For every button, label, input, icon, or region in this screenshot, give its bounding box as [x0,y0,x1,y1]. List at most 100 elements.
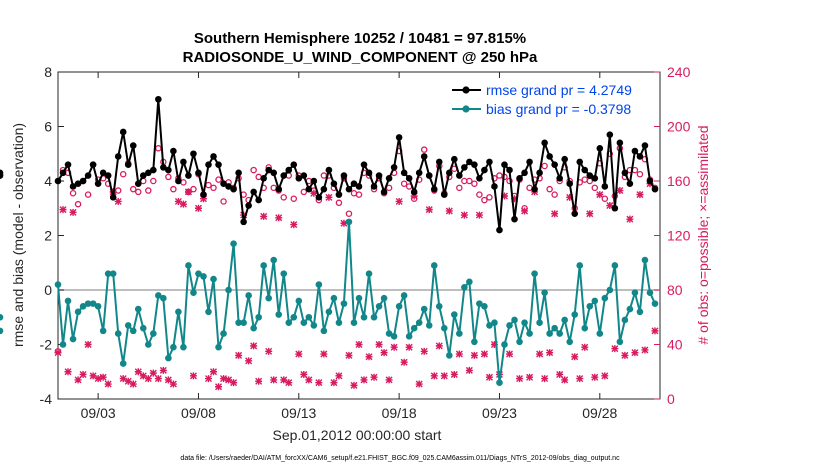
obs-possible-point [601,195,609,202]
obs-assimilated-point [546,349,554,357]
rmse-point [526,158,533,166]
rmse-point [54,177,62,185]
rmse-point [170,147,177,155]
bias-point [461,283,468,291]
rmse-point [160,164,167,171]
obs-possible-point [345,210,353,217]
obs-assimilated-point [521,207,529,215]
bias-point [471,338,478,346]
y-right-tick-label: 240 [667,64,691,80]
y-tick-label: 2 [44,228,52,244]
obs-assimilated-point [395,197,403,205]
obs-assimilated-point [69,208,77,216]
obs-assimilated-point [149,369,157,377]
rmse-point [79,177,87,185]
bias-point [375,303,383,310]
obs-assimilated-point [536,350,544,358]
obs-assimilated-point [199,195,207,203]
rmse-point [365,169,373,177]
legend-bias-label: bias grand pr = -0.3798 [486,101,631,117]
obs-assimilated-point [54,349,62,357]
rmse-point [456,172,463,179]
bias-point [370,313,378,321]
obs-assimilated-point [144,375,152,383]
rmse-point [471,161,478,168]
bias-point [601,294,609,302]
obs-assimilated-point [205,375,212,383]
obs-assimilated-point [380,349,388,357]
obs-assimilated-point [480,350,488,358]
rmse-point [290,161,298,168]
y-right-tick-label: 200 [667,119,691,135]
obs-assimilated-point [425,206,433,214]
obs-possible-point [456,184,463,192]
bias-point [616,338,624,346]
obs-possible-point [84,191,92,198]
bias-point [170,343,177,351]
obs-assimilated-point [400,358,408,366]
bias-point [576,262,584,269]
obs-assimilated-point [64,368,72,376]
obs-assimilated-point [295,350,303,358]
bias-point [145,341,152,348]
bias-point [531,270,538,277]
obs-assimilated-point [551,210,559,218]
rmse-point [225,183,232,190]
rmse-point [94,180,102,188]
obs-possible-point [150,177,157,185]
rmse-point [230,185,237,193]
bias-point [641,256,649,264]
bias-point [410,324,418,332]
rmse-point [536,169,543,177]
y-axis-right: 0 40 80 120 160 200 240 [654,64,691,407]
rmse-point [200,191,207,198]
bias-point [230,240,237,247]
bias-point [54,281,62,288]
bias-point [571,311,579,318]
obs-possible-point [551,191,558,198]
rmse-point [420,153,428,160]
rmse-point [606,131,614,138]
obs-assimilated-point [586,210,594,218]
rmse-point [571,210,579,217]
obs-assimilated-point [485,373,493,381]
rmse-point [210,153,217,160]
obs-assimilated-point [94,375,102,383]
rmse-point [506,166,513,174]
bias-point [456,330,463,337]
obs-assimilated-point [591,373,599,381]
bias-point [415,319,423,327]
bias-point [611,262,619,269]
rmse-point [435,158,443,166]
obs-assimilated-point [104,380,112,388]
bias-point [385,330,393,337]
bias-point [425,322,433,329]
obs-assimilated-point [370,373,378,381]
bias-point [195,270,202,277]
rmse-point [400,169,408,177]
bias-point [395,303,403,310]
bias-point [94,303,102,310]
bias-point [536,319,543,327]
obs-assimilated-point [606,202,614,210]
rmse-point [410,188,418,196]
bias-point [114,330,122,337]
rmse-point [451,155,458,163]
rmse-point [360,161,368,168]
rmse-point [114,153,122,160]
obs-assimilated-point [516,375,524,383]
rmse-point [581,166,589,174]
obs-assimilated-point [616,187,624,195]
y-right-tick-label: 160 [667,173,691,189]
bias-point [651,300,659,307]
rmse-point [99,169,107,177]
bias-point [210,275,217,283]
obs-possible-point [74,200,82,208]
obs-possible-point [471,180,478,187]
rmse-point [350,180,358,188]
rmse-point [596,145,604,152]
y-tick-label: 8 [44,64,52,80]
bias-point [591,297,599,305]
bias-point [566,338,573,346]
bias-point [165,354,172,362]
